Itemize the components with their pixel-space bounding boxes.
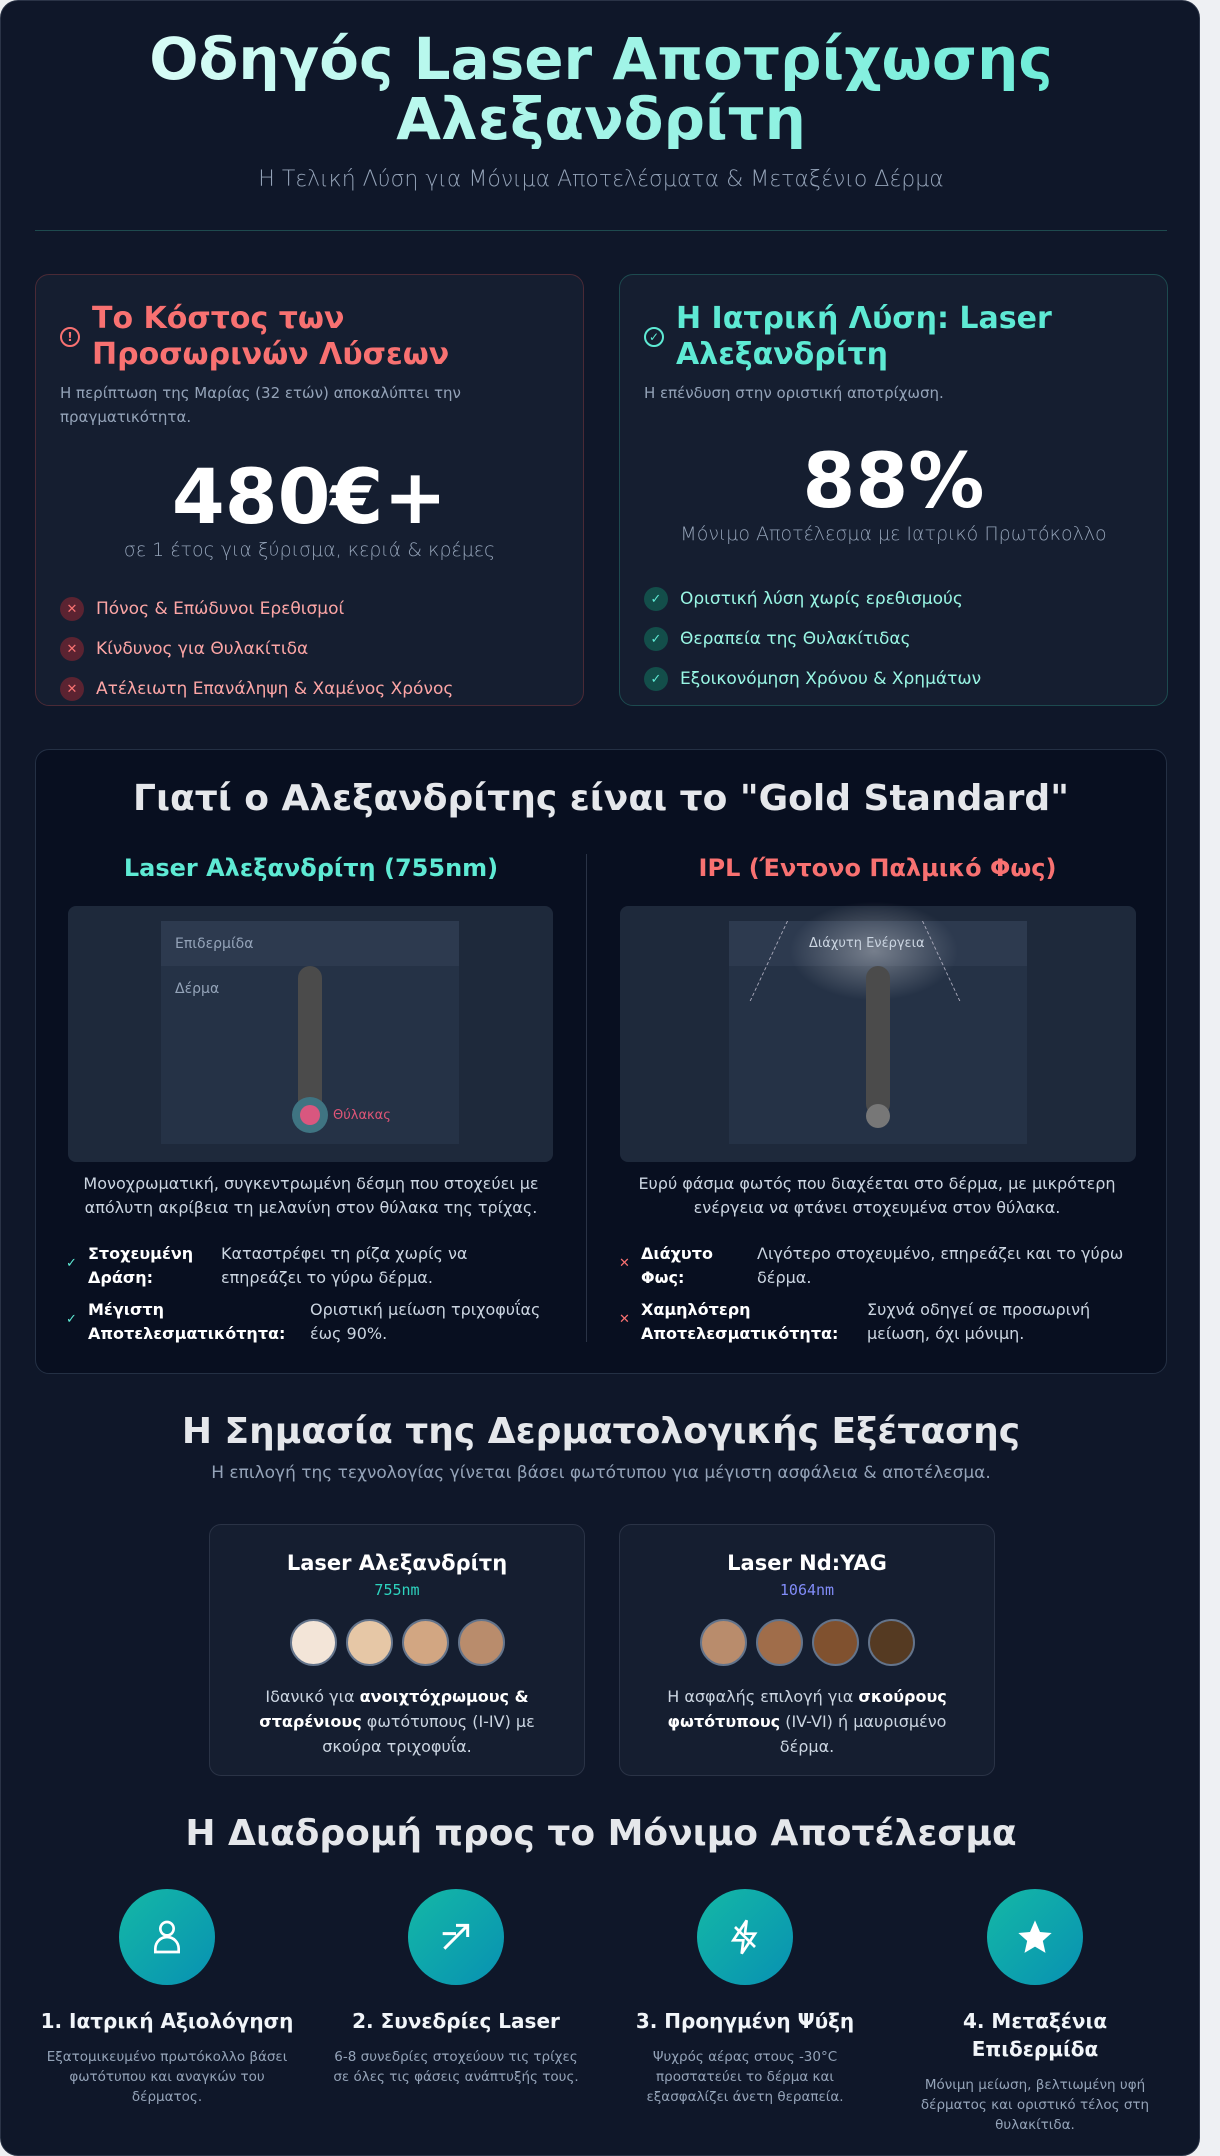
divider — [35, 230, 1167, 231]
laser-feature: ✓ Μέγιστη Αποτελεσματικότητα: Οριστική μεί… — [66, 1298, 546, 1346]
dermis-label: Δέρμα — [175, 981, 220, 997]
skin-swatch — [755, 1619, 803, 1666]
check-icon: ✓ — [66, 1256, 77, 1271]
journey-step: 4. Μεταξένια Επιδερμίδα Μόνιμη μείωση, β… — [905, 1889, 1165, 2135]
hair-shaft — [298, 966, 322, 1116]
ipl-feature: ✕ Διάχυτο Φως: Λιγότερο στοχευμένο, επηρεά… — [619, 1242, 1144, 1290]
step-desc: Εξατομικευμένο πρωτόκολλο βάσει φωτότυπο… — [46, 2049, 288, 2105]
cost-card-title: Το Κόστος των Προσωρινών Λύσεων — [92, 301, 450, 372]
list-item: ✕ Ατέλειωτη Επανάληψη & Χαμένος Χρόνος — [60, 669, 559, 709]
tech-title: Laser Nd:YAG — [727, 1551, 887, 1575]
laser-column: Laser Αλεξανδρίτη (755nm) Επιδερμίδα Δέρ… — [36, 854, 586, 1343]
cost-stat-label: σε 1 έτος για ξύρισμα, κεριά & κρέμες — [123, 539, 496, 561]
skin-swatch — [457, 1619, 505, 1666]
ipl-diagram: Διάχυτη Ενέργεια — [620, 901, 1136, 1162]
ipl-title: IPL (Έντονο Παλμικό Φως) — [698, 854, 1057, 882]
check-icon: ✓ — [644, 627, 668, 651]
solution-card: ✓ Η Ιατρική Λύση: Laser Αλεξανδρίτη Η επέ… — [619, 274, 1168, 706]
skin-swatch — [345, 1619, 393, 1666]
wavelength: 1064nm — [779, 1581, 835, 1599]
page-subtitle: Η Τελική Λύση για Μόνιμα Αποτελέσματα & … — [258, 167, 944, 192]
hair-shaft — [866, 966, 890, 1116]
skin-swatches — [620, 1619, 994, 1666]
skin-swatch — [289, 1619, 337, 1666]
skin-swatch — [401, 1619, 449, 1666]
x-icon: ✕ — [619, 1312, 630, 1327]
follicle-target — [292, 1097, 328, 1133]
follicle — [866, 1104, 890, 1128]
step-title: 3. Προηγμένη Ψύξη — [635, 2009, 855, 2033]
tech-desc: Ιδανικό για ανοιχτόχρωμους & σταρένιους … — [259, 1687, 535, 1756]
wavelength: 755nm — [374, 1581, 420, 1599]
solution-card-title: Η Ιατρική Λύση: Laser Αλεξανδρίτη — [676, 301, 1052, 372]
energy-label: Διάχυτη Ενέργεια — [809, 936, 925, 951]
ipl-column: IPL (Έντονο Παλμικό Φως) Διάχυτη Ενέργει… — [587, 854, 1168, 1343]
journey-title: Η Διαδρομή προς το Μόνιμο Αποτέλεσμα — [185, 1813, 1017, 1854]
tech-card-ndyag: Laser Nd:YAG 1064nm Η ασφαλής επιλογή γι… — [619, 1524, 995, 1776]
journey-step: 2. Συνεδρίες Laser 6-8 συνεδρίες στοχεύο… — [326, 1889, 586, 2087]
skin-swatch — [867, 1619, 915, 1666]
user-icon — [119, 1889, 215, 1985]
step-desc: Ψυχρός αέρας στους -30°C προστατεύει το … — [646, 2049, 844, 2105]
check-icon: ✓ — [66, 1312, 77, 1327]
success-stat: 88% — [802, 436, 985, 525]
lightning-cooling-icon — [697, 1889, 793, 1985]
x-icon: ✕ — [60, 677, 84, 701]
check-icon: ✓ — [644, 667, 668, 691]
check-circle-icon: ✓ — [644, 327, 664, 347]
step-title: 4. Μεταξένια Επιδερμίδα — [962, 2009, 1108, 2061]
skin-swatch — [699, 1619, 747, 1666]
comparison-title: Γιατί ο Αλεξανδρίτης είναι το "Gold Stan… — [133, 778, 1069, 819]
laser-desc: Μονοχρωματική, συγκεντρωμένη δέσμη που σ… — [83, 1174, 539, 1217]
tech-card-alexandrite: Laser Αλεξανδρίτη 755nm Ιδανικό για ανοι… — [209, 1524, 585, 1776]
journey-step: 3. Προηγμένη Ψύξη Ψυχρός αέρας στους -30… — [615, 1889, 875, 2107]
laser-beam-icon — [408, 1889, 504, 1985]
ipl-feature: ✕ Χαμηλότερη Αποτελεσματικότητα: Συχνά οδη… — [619, 1298, 1144, 1346]
skin-swatch — [811, 1619, 859, 1666]
list-item: ✕ Πόνος & Επώδυνοι Ερεθισμοί — [60, 589, 559, 629]
x-icon: ✕ — [60, 597, 84, 621]
exam-title: Η Σημασία της Δερματολογικής Εξέτασης — [181, 1411, 1021, 1452]
comparison-section: Γιατί ο Αλεξανδρίτης είναι το "Gold Stan… — [35, 749, 1167, 1374]
skin-swatches — [210, 1619, 584, 1666]
page-title: Οδηγός Laser Αποτρίχωσης Αλεξανδρίτη — [1, 29, 1201, 149]
cost-card-desc: Η περίπτωση της Μαρίας (32 ετών) αποκαλύ… — [60, 384, 461, 426]
list-item: ✓ Οριστική λύση χωρίς ερεθισμούς — [644, 579, 1143, 619]
laser-title: Laser Αλεξανδρίτη (755nm) — [123, 854, 499, 882]
ipl-desc: Ευρύ φάσμα φωτός που διαχέεται στο δέρμα… — [638, 1174, 1116, 1217]
tech-desc: Η ασφαλής επιλογή για σκούρους φωτότυπου… — [667, 1687, 947, 1756]
list-item: ✓ Εξοικονόμηση Χρόνου & Χρημάτων — [644, 659, 1143, 699]
step-desc: Μόνιμη μείωση, βελτιωμένη υφή δέρματος κ… — [920, 2077, 1150, 2133]
laser-feature: ✓ Στοχευμένη Δράση: Καταστρέφει τη ρίζα χω… — [66, 1242, 546, 1290]
follicle-label: Θύλακας — [333, 1108, 391, 1123]
laser-diagram: Επιδερμίδα Δέρμα Θύλακας — [68, 906, 553, 1162]
list-item: ✕ Κίνδυνος για Θυλακίτιδα — [60, 629, 559, 669]
success-stat-label: Μόνιμο Αποτέλεσμα με Ιατρικό Πρωτόκολλο — [680, 523, 1107, 545]
cost-card: ! Το Κόστος των Προσωρινών Λύσεων Η περίπ… — [35, 274, 584, 706]
x-icon: ✕ — [60, 637, 84, 661]
x-icon: ✕ — [619, 1256, 630, 1271]
column-divider — [586, 854, 587, 1342]
step-desc: 6-8 συνεδρίες στοχεύουν τις τρίχες σε όλ… — [333, 2049, 579, 2085]
epidermis-label: Επιδερμίδα — [175, 936, 254, 952]
cost-stat: 480€+ — [171, 452, 448, 541]
list-item: ✓ Θεραπεία της Θυλακίτιδας — [644, 619, 1143, 659]
check-icon: ✓ — [644, 587, 668, 611]
tech-title: Laser Αλεξανδρίτη — [286, 1551, 508, 1575]
solution-card-desc: Η επένδυση στην οριστική αποτρίχωση. — [644, 384, 944, 402]
step-title: 2. Συνεδρίες Laser — [352, 2009, 560, 2033]
journey-step: 1. Ιατρική Αξιολόγηση Εξατομικευμένο πρω… — [37, 1889, 297, 2107]
step-title: 1. Ιατρική Αξιολόγηση — [40, 2009, 294, 2033]
star-icon — [987, 1889, 1083, 1985]
alert-circle-icon: ! — [60, 327, 80, 347]
exam-subtitle: Η επιλογή της τεχνολογίας γίνεται βάσει … — [211, 1463, 991, 1483]
